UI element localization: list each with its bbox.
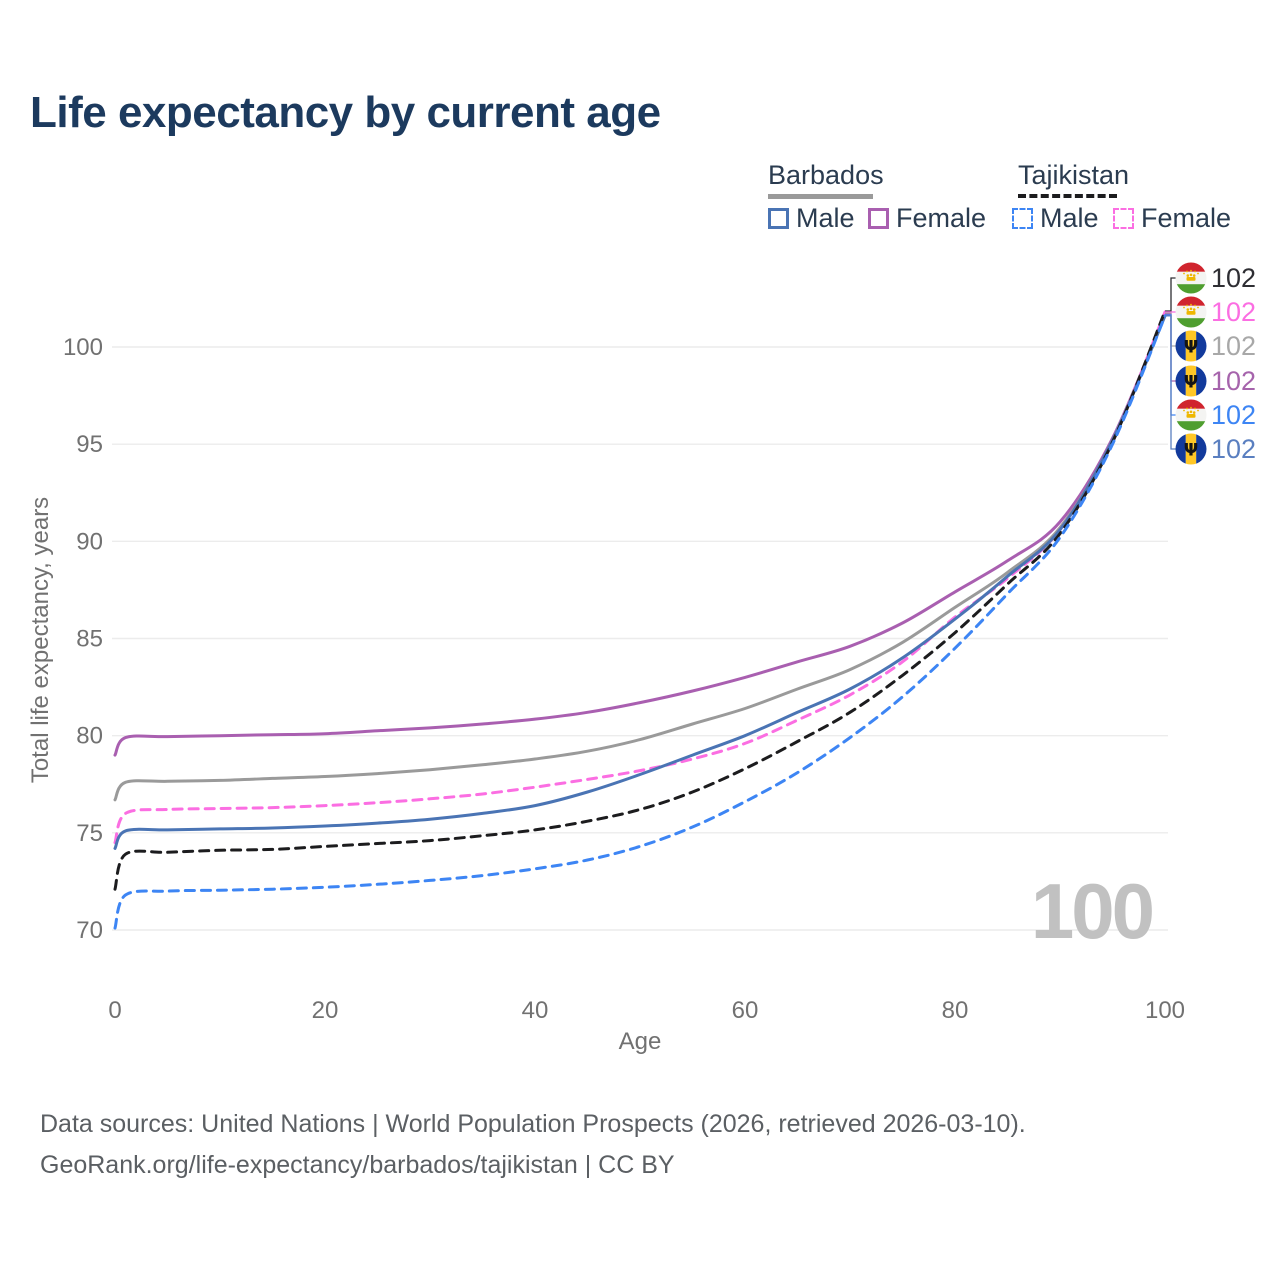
page-title: Life expectancy by current age [30,88,661,137]
leader-line [1165,315,1176,450]
svg-text:Ψ: Ψ [1184,373,1198,393]
svg-text:Ψ: Ψ [1184,441,1198,461]
end-value-label: 102 [1211,331,1256,361]
legend-item-tajikistan-male[interactable]: Male [1012,203,1099,234]
end-value-label: 102 [1211,297,1256,327]
flag-icon-barbados: Ψ [1175,330,1207,362]
legend-group-barbados: Barbados [768,160,884,199]
y-tick-label: 85 [76,626,103,653]
end-value-label: 102 [1211,366,1256,396]
legend-label-tajikistan-male[interactable]: Male [1040,203,1099,233]
flag-icon-barbados: Ψ [1175,433,1207,465]
end-value-label: 102 [1211,263,1256,293]
end-value-label: 102 [1211,400,1256,430]
y-tick-label: 100 [63,334,103,361]
legend-country-barbados[interactable]: Barbados [768,160,884,190]
legend-item-tajikistan-female[interactable]: Female [1113,203,1231,234]
x-tick-label: 40 [522,997,549,1024]
x-tick-label: 0 [108,997,121,1024]
flag-icon-barbados: Ψ [1175,365,1207,397]
y-tick-label: 70 [76,917,103,944]
series-line-barbados-female [113,312,1167,757]
end-value-label: 102 [1211,434,1256,464]
legend-line-sample-barbados [768,194,873,199]
legend-line-sample-tajikistan [1018,194,1117,198]
legend-label-barbados-male[interactable]: Male [796,203,855,233]
flag-icon-tajikistan [1175,296,1207,328]
legend-swatch-barbados-female[interactable] [868,208,889,229]
leader-line [1165,277,1176,312]
series-line-tajikistan-both-sexes [113,309,1167,891]
attribution-note: GeoRank.org/life-expectancy/barbados/taj… [40,1151,675,1179]
y-tick-label: 75 [76,820,103,847]
series-line-tajikistan-female [113,310,1167,845]
y-tick-label: 80 [76,723,103,750]
x-axis-title: Age [619,1028,662,1055]
series-line-barbados-both-sexes [113,311,1167,802]
legend-label-tajikistan-female[interactable]: Female [1141,203,1232,233]
legend-country-tajikistan[interactable]: Tajikistan [1018,160,1130,190]
legend-swatch-tajikistan-male[interactable] [1012,208,1033,229]
data-sources-note: Data sources: United Nations | World Pop… [40,1110,1026,1138]
legend-item-barbados-female[interactable]: Female [868,203,986,234]
flag-icon-tajikistan [1175,399,1207,431]
legend-group-tajikistan: Tajikistan [1018,160,1129,198]
series-line-barbados-male [113,314,1167,850]
flag-icon-tajikistan [1175,262,1207,294]
age-watermark: 100 [1031,867,1153,955]
x-tick-label: 80 [942,997,969,1024]
y-axis-title: Total life expectancy, years [27,497,54,783]
legend-swatch-tajikistan-female[interactable] [1113,208,1134,229]
y-tick-label: 90 [76,528,103,555]
svg-text:Ψ: Ψ [1184,338,1198,358]
x-tick-label: 60 [732,997,759,1024]
y-tick-label: 95 [76,431,103,458]
legend-label-barbados-female[interactable]: Female [896,203,987,233]
x-tick-label: 100 [1145,997,1185,1024]
legend-item-barbados-male[interactable]: Male [768,203,855,234]
legend-swatch-barbados-male[interactable] [768,208,789,229]
series-line-tajikistan-male [113,314,1167,930]
x-tick-label: 20 [312,997,339,1024]
